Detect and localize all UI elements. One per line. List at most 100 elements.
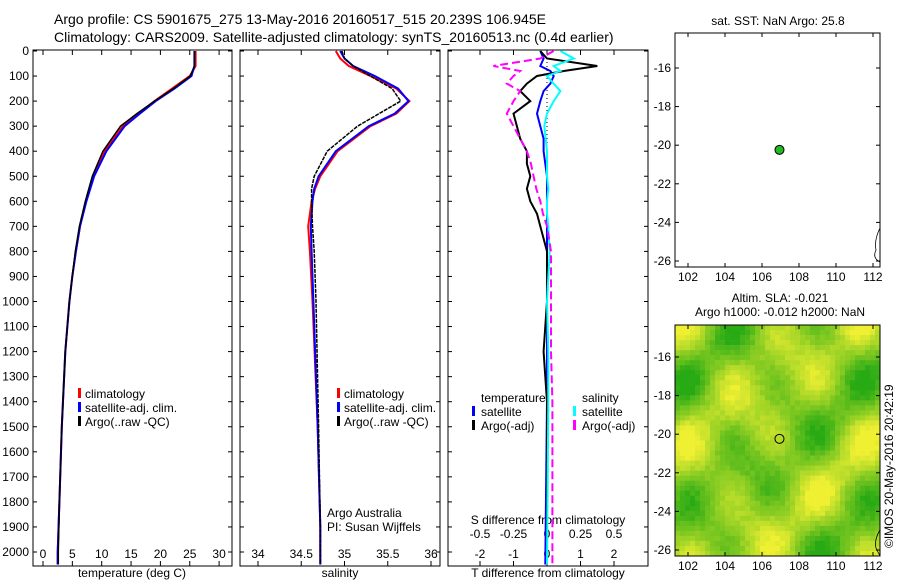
- heatmap-cell: [775, 345, 781, 351]
- heatmap-cell: [745, 520, 751, 527]
- heatmap-cell: [705, 480, 711, 486]
- heatmap-cell: [810, 340, 816, 346]
- heatmap-cell: [850, 340, 856, 346]
- heatmap-cell: [720, 410, 726, 416]
- heatmap-cell: [720, 345, 726, 351]
- heatmap-cell: [750, 395, 756, 401]
- heatmap-cell: [745, 400, 751, 406]
- heatmap-cell: [690, 405, 696, 411]
- heatmap-cell: [840, 440, 846, 446]
- heatmap-cell: [815, 525, 821, 532]
- heatmap-cell: [685, 480, 691, 486]
- heatmap-cell: [805, 525, 811, 532]
- heatmap-cell: [765, 415, 771, 421]
- heatmap-cell: [790, 400, 796, 406]
- diff-line-2: [543, 50, 577, 565]
- heatmap-cell: [775, 530, 781, 537]
- legend-label: Argo(..raw -QC): [344, 415, 429, 429]
- heatmap-cell: [715, 410, 721, 416]
- heatmap-cell: [840, 325, 846, 331]
- heatmap-cell: [745, 350, 751, 356]
- heatmap-cell: [840, 525, 846, 532]
- lon-tick-label: 112: [863, 270, 882, 284]
- heatmap-cell: [870, 500, 876, 507]
- heatmap-cell: [680, 485, 686, 492]
- heatmap-cell: [795, 415, 801, 421]
- heatmap-cell: [865, 385, 871, 391]
- heatmap-cell: [785, 355, 791, 361]
- heatmap-cell: [675, 495, 681, 502]
- heatmap-cell: [785, 505, 791, 512]
- heatmap-cell: [840, 335, 846, 341]
- heatmap-cell: [835, 440, 841, 446]
- heatmap-cell: [680, 365, 686, 371]
- heatmap-cell: [755, 345, 761, 351]
- heatmap-cell: [740, 530, 746, 537]
- heatmap-cell: [740, 495, 746, 502]
- heatmap-cell: [725, 375, 731, 381]
- heatmap-cell: [860, 375, 866, 381]
- heatmap-cell: [875, 325, 881, 331]
- heatmap-cell: [840, 470, 846, 476]
- heatmap-cell: [825, 430, 831, 436]
- heatmap-cell: [725, 530, 731, 537]
- heatmap-cell: [800, 540, 806, 547]
- heatmap-cell: [700, 415, 706, 421]
- heatmap-cell: [710, 370, 716, 376]
- heatmap-cell: [805, 385, 811, 391]
- heatmap-cell: [735, 440, 741, 446]
- profile-line-satellite-adj-clim-: [309, 50, 410, 565]
- heatmap-cell: [730, 375, 736, 381]
- heatmap-cell: [815, 405, 821, 411]
- heatmap-cell: [810, 470, 816, 476]
- heatmap-cell: [865, 425, 871, 431]
- heatmap-cell: [745, 380, 751, 386]
- heatmap-cell: [675, 405, 681, 411]
- heatmap-cell: [745, 530, 751, 537]
- heatmap-cell: [850, 535, 856, 542]
- heatmap-cell: [845, 525, 851, 532]
- heatmap-cell: [860, 505, 866, 512]
- heatmap-cell: [825, 505, 831, 512]
- heatmap-cell: [860, 420, 866, 426]
- heatmap-cell: [760, 345, 766, 351]
- heatmap-cell: [685, 490, 691, 497]
- heatmap-cell: [750, 545, 756, 552]
- lat-tick-label: -16: [654, 350, 672, 364]
- heatmap-cell: [775, 400, 781, 406]
- sla-heatmap-cells: [675, 325, 881, 557]
- heatmap-cell: [840, 390, 846, 396]
- heatmap-cell: [865, 490, 871, 497]
- heatmap-cell: [755, 525, 761, 532]
- heatmap-cell: [700, 495, 706, 502]
- heatmap-cell: [690, 430, 696, 436]
- heatmap-cell: [805, 490, 811, 497]
- heatmap-cell: [795, 445, 801, 451]
- heatmap-cell: [780, 550, 786, 557]
- heatmap-cell: [840, 465, 846, 471]
- heatmap-cell: [805, 440, 811, 446]
- heatmap-cell: [805, 550, 811, 557]
- heatmap-cell: [815, 355, 821, 361]
- heatmap-cell: [835, 430, 841, 436]
- heatmap-cell: [855, 480, 861, 486]
- heatmap-cell: [685, 395, 691, 401]
- heatmap-cell: [750, 380, 756, 386]
- heatmap-cell: [685, 405, 691, 411]
- heatmap-cell: [725, 420, 731, 426]
- heatmap-cell: [760, 355, 766, 361]
- heatmap-cell: [860, 445, 866, 451]
- heatmap-cell: [675, 505, 681, 512]
- heatmap-cell: [690, 435, 696, 441]
- heatmap-cell: [810, 420, 816, 426]
- heatmap-cell: [740, 340, 746, 346]
- heatmap-cell: [690, 550, 696, 557]
- lat-tick-label: -22: [654, 466, 672, 480]
- heatmap-cell: [780, 465, 786, 471]
- heatmap-cell: [775, 430, 781, 436]
- heatmap-cell: [725, 365, 731, 371]
- heatmap-cell: [810, 360, 816, 366]
- heatmap-cell: [860, 470, 866, 476]
- heatmap-cell: [805, 530, 811, 537]
- heatmap-cell: [830, 530, 836, 537]
